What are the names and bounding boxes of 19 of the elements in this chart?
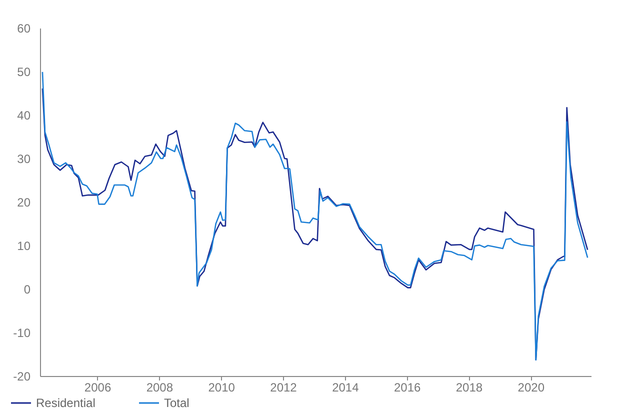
legend-label: Total xyxy=(164,396,190,410)
x-tick-label: 2008 xyxy=(146,380,174,394)
x-tick-label: 2020 xyxy=(518,380,545,394)
y-tick-label: -20 xyxy=(13,370,31,384)
x-tick-label: 2016 xyxy=(394,380,421,394)
x-tick-label: 2012 xyxy=(270,380,298,394)
y-tick-label: 0 xyxy=(24,282,31,296)
legend-label: Residential xyxy=(36,396,96,410)
y-tick-label: 40 xyxy=(17,108,31,122)
y-tick-label: 10 xyxy=(17,239,31,253)
y-tick-label: 20 xyxy=(17,196,31,210)
y-tick-label: -10 xyxy=(13,326,31,340)
y-tick-label: 50 xyxy=(17,65,31,79)
x-tick-label: 2018 xyxy=(456,380,483,394)
x-tick-label: 2014 xyxy=(332,380,360,394)
x-tick-label: 2010 xyxy=(208,380,236,394)
x-tick-label: 2006 xyxy=(84,380,112,394)
y-tick-label: 30 xyxy=(17,152,31,166)
y-tick-label: 60 xyxy=(17,22,31,36)
